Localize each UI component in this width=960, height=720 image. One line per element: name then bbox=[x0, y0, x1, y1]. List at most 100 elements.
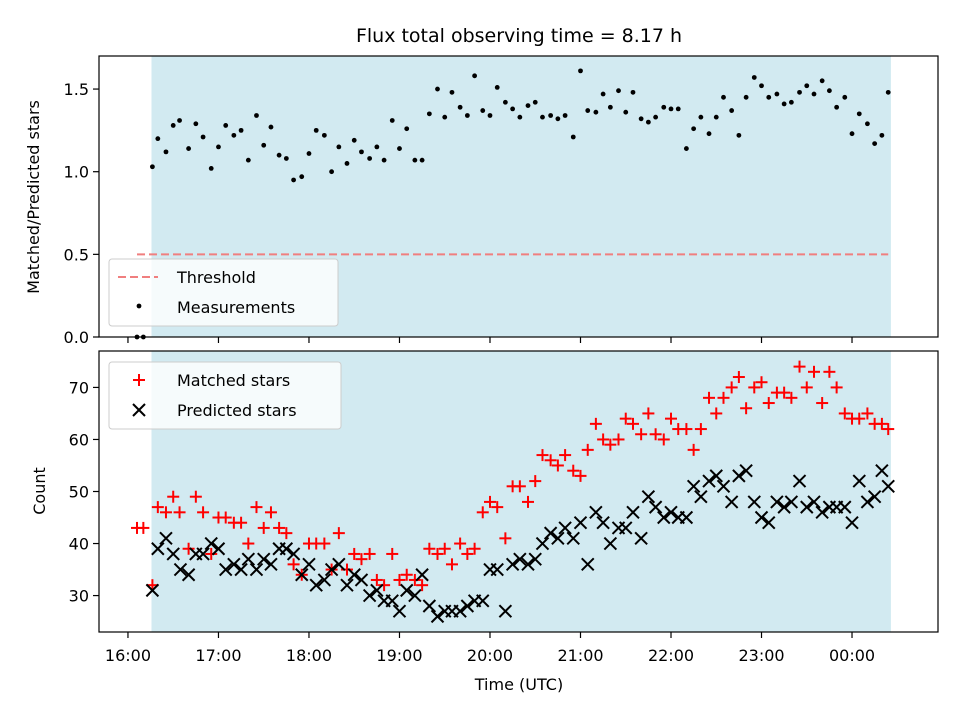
predicted-star-point bbox=[716, 479, 731, 494]
predicted-star-point bbox=[581, 557, 595, 572]
top-y-tick-label: 0.5 bbox=[64, 245, 89, 264]
measurement-point bbox=[313, 127, 319, 133]
matched-star-point bbox=[205, 547, 218, 560]
measurement-point bbox=[668, 106, 674, 112]
matched-star-point bbox=[597, 433, 610, 446]
predicted-star-point bbox=[551, 531, 565, 546]
matched-star-point bbox=[778, 386, 791, 399]
measurement-point bbox=[826, 88, 832, 94]
measurements-legend-swatch bbox=[136, 303, 142, 309]
predicted-star-point bbox=[241, 552, 256, 566]
matched-star-point bbox=[838, 407, 851, 420]
measurement-point bbox=[494, 85, 500, 90]
predicted-star-point bbox=[264, 557, 278, 572]
top-x-axis-ticks bbox=[127, 337, 853, 343]
predicted-star-point bbox=[173, 562, 188, 577]
matched-star-point bbox=[264, 506, 277, 519]
measurement-point bbox=[585, 108, 591, 113]
measurement-point bbox=[804, 83, 810, 89]
measurement-point bbox=[865, 121, 870, 127]
matched-star-point bbox=[151, 501, 164, 514]
matched-star-point bbox=[626, 417, 639, 430]
matched-star-point bbox=[657, 433, 670, 446]
matched-legend-label: Matched stars bbox=[177, 371, 290, 390]
top-legend-box bbox=[108, 258, 339, 327]
predicted-star-point bbox=[724, 495, 739, 509]
predicted-star-point bbox=[770, 495, 784, 509]
measurement-point bbox=[885, 89, 891, 95]
predicted-star-point bbox=[619, 521, 633, 535]
matched-star-point bbox=[882, 423, 895, 436]
predicted-star-point bbox=[196, 547, 210, 561]
measurement-point bbox=[600, 91, 606, 97]
measurement-point bbox=[811, 91, 817, 97]
predicted-star-point bbox=[362, 588, 377, 603]
matched-star-point bbox=[182, 542, 195, 555]
matched-star-point bbox=[574, 469, 587, 482]
measurement-point bbox=[698, 114, 704, 120]
matched-star-point bbox=[800, 381, 813, 394]
predicted-star-point bbox=[340, 578, 354, 592]
predicted-star-point bbox=[430, 609, 445, 624]
x-tick-label: 19:00 bbox=[376, 646, 422, 665]
measurement-point bbox=[751, 75, 757, 80]
matched-star-point bbox=[219, 511, 232, 524]
predicted-stars-points bbox=[145, 463, 895, 624]
matched-star-point bbox=[257, 521, 270, 534]
matched-star-point bbox=[197, 506, 210, 519]
matched-star-point bbox=[280, 527, 293, 540]
matched-star-point bbox=[400, 568, 413, 581]
measurement-point bbox=[231, 132, 237, 138]
predicted-star-point bbox=[302, 557, 316, 572]
measurement-point bbox=[638, 116, 644, 122]
predicted-star-point bbox=[694, 489, 708, 504]
matched-star-point bbox=[604, 438, 617, 451]
matched-star-point bbox=[370, 573, 383, 586]
matched-star-point bbox=[732, 371, 745, 384]
predicted-star-point bbox=[845, 516, 859, 530]
measurement-point bbox=[404, 126, 410, 132]
bottom-legend-box bbox=[108, 361, 342, 430]
top-y-tick-label: 0.0 bbox=[64, 328, 89, 347]
matched-star-point bbox=[476, 506, 489, 519]
matched-star-point bbox=[635, 428, 648, 441]
predicted-star-point bbox=[159, 531, 173, 546]
matched-star-point bbox=[808, 365, 821, 378]
predicted-star-point bbox=[370, 583, 384, 598]
matched-star-point bbox=[355, 553, 368, 566]
predicted-star-point bbox=[815, 505, 829, 520]
bottom-y-tick-label: 60 bbox=[69, 430, 89, 449]
predicted-star-point bbox=[227, 557, 241, 572]
measurement-point bbox=[721, 94, 726, 100]
matched-star-point bbox=[589, 417, 602, 430]
matched-star-point bbox=[762, 397, 775, 410]
matched-star-point bbox=[649, 428, 662, 441]
predicted-star-point bbox=[151, 542, 165, 556]
predicted-star-point bbox=[324, 562, 339, 577]
predicted-star-point bbox=[800, 500, 814, 514]
predicted-legend-swatch bbox=[132, 403, 146, 417]
measurement-point bbox=[389, 118, 395, 123]
measurement-point bbox=[766, 94, 772, 100]
predicted-star-point bbox=[641, 489, 656, 504]
predicted-star-point bbox=[573, 516, 588, 530]
matched-star-point bbox=[318, 537, 331, 550]
top-y-tick-label: 1.5 bbox=[64, 80, 89, 99]
measurement-point bbox=[593, 109, 599, 115]
measurement-point bbox=[381, 157, 387, 163]
matched-star-point bbox=[748, 381, 761, 394]
matched-star-point bbox=[687, 443, 700, 456]
matched-star-point bbox=[544, 454, 557, 467]
matched-star-point bbox=[491, 501, 504, 514]
matched-star-point bbox=[242, 537, 255, 550]
bottom-y-axis-label: Count bbox=[30, 467, 49, 515]
matched-star-point bbox=[431, 547, 444, 560]
measurement-point bbox=[834, 104, 840, 110]
predicted-star-point bbox=[392, 604, 407, 618]
measurement-point bbox=[268, 124, 274, 130]
matched-stars-points bbox=[131, 360, 895, 592]
measurement-point bbox=[510, 106, 516, 112]
matched-star-point bbox=[853, 412, 866, 425]
predicted-star-point bbox=[867, 489, 882, 504]
measurement-point bbox=[344, 161, 350, 166]
